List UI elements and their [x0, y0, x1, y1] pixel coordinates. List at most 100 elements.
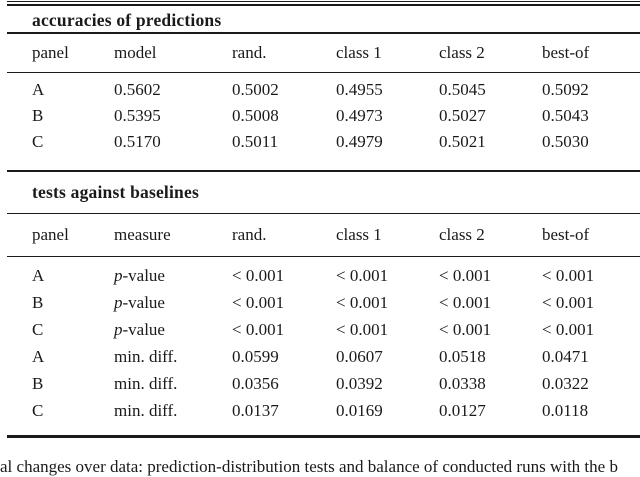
- class2-cell: 0.0518: [439, 347, 486, 366]
- table2-col-measure: measure: [114, 225, 171, 244]
- bestof-cell: 0.5030: [542, 132, 589, 151]
- measure-italic: p: [114, 266, 123, 285]
- section-title-tests: tests against baselines: [32, 181, 199, 202]
- rand-cell: 0.5008: [232, 106, 279, 125]
- measure-cell: min. diff.: [114, 343, 232, 370]
- model-cell: 0.5395: [114, 106, 161, 125]
- class2-cell: 0.5045: [439, 80, 486, 99]
- rule-between-tables: [7, 170, 640, 172]
- class2-cell: 0.5021: [439, 132, 486, 151]
- measure-cell: min. diff.: [114, 370, 232, 397]
- class2-cell: < 0.001: [439, 266, 492, 285]
- bestof-cell: < 0.001: [542, 266, 595, 285]
- rule-below-section1: [7, 32, 640, 34]
- rule-below-section2: [7, 212, 640, 214]
- rule-below-table2-header: [7, 255, 640, 257]
- table1-col-class1: class 1: [336, 42, 382, 62]
- class1-cell: < 0.001: [336, 320, 389, 339]
- rand-cell: 0.5002: [232, 80, 279, 99]
- measure-rest: -value: [122, 293, 165, 312]
- panel-cell: B: [32, 374, 44, 393]
- table-row: A p-value < 0.001 < 0.001 < 0.001 < 0.00…: [7, 262, 640, 289]
- table1-col-model: model: [114, 42, 157, 62]
- model-cell: 0.5602: [114, 80, 161, 99]
- table1-col-class2: class 2: [439, 42, 485, 62]
- class1-cell: 0.4973: [336, 106, 383, 125]
- table-row: B min. diff. 0.0356 0.0392 0.0338 0.0322: [7, 370, 640, 397]
- panel-cell: A: [32, 347, 45, 366]
- top-rule-thin: [7, 1, 640, 2]
- rand-cell: < 0.001: [232, 293, 285, 312]
- rand-cell: 0.0356: [232, 374, 279, 393]
- table2-col-class1: class 1: [336, 225, 382, 244]
- table2-col-rand: rand.: [232, 225, 267, 244]
- class2-cell: < 0.001: [439, 293, 492, 312]
- rand-cell: 0.5011: [232, 132, 279, 151]
- table-row: C p-value < 0.001 < 0.001 < 0.001 < 0.00…: [7, 316, 640, 343]
- measure-cell: p-value: [114, 262, 232, 289]
- class1-cell: < 0.001: [336, 266, 389, 285]
- rule-below-table1-header: [7, 71, 640, 73]
- class2-cell: < 0.001: [439, 320, 492, 339]
- table1-col-rand: rand.: [232, 42, 267, 62]
- measure-rest: -value: [122, 320, 165, 339]
- class2-cell: 0.0338: [439, 374, 486, 393]
- model-cell: 0.5170: [114, 132, 161, 151]
- results-table: accuracies of predictions panel model ra…: [7, 0, 640, 438]
- class1-cell: 0.4979: [336, 132, 383, 151]
- bestof-cell: < 0.001: [542, 293, 595, 312]
- rand-cell: 0.0137: [232, 401, 279, 420]
- panel-cell: A: [32, 266, 45, 285]
- bestof-cell: 0.5043: [542, 106, 589, 125]
- panel-cell: A: [32, 80, 45, 99]
- table1-body: A 0.5602 0.5002 0.4955 0.5045 0.5092 B 0…: [7, 73, 640, 170]
- rand-cell: 0.0599: [232, 347, 279, 366]
- table-row: B 0.5395 0.5008 0.4973 0.5027 0.5043: [7, 103, 640, 129]
- panel-cell: C: [32, 132, 44, 151]
- class1-cell: 0.4955: [336, 80, 383, 99]
- table-row: C 0.5170 0.5011 0.4979 0.5021 0.5030: [7, 129, 640, 155]
- caption-fragment-cutoff: al changes over data: prediction-distrib…: [0, 457, 618, 476]
- measure-italic: p: [114, 320, 123, 339]
- panel-cell: B: [32, 106, 44, 125]
- class1-cell: < 0.001: [336, 293, 389, 312]
- bottom-rule: [7, 435, 640, 438]
- panel-cell: C: [32, 401, 44, 420]
- rand-cell: < 0.001: [232, 266, 285, 285]
- table-row: B p-value < 0.001 < 0.001 < 0.001 < 0.00…: [7, 289, 640, 316]
- table-row: A min. diff. 0.0599 0.0607 0.0518 0.0471: [7, 343, 640, 370]
- class1-cell: 0.0607: [336, 347, 383, 366]
- table1-col-bestof: best-of: [542, 42, 590, 62]
- panel-cell: C: [32, 320, 44, 339]
- table-row: C min. diff. 0.0137 0.0169 0.0127 0.0118: [7, 397, 640, 424]
- table2-header-row: panel measure rand. class 1 class 2 best…: [7, 214, 640, 256]
- measure-cell: min. diff.: [114, 397, 232, 424]
- table2-body: A p-value < 0.001 < 0.001 < 0.001 < 0.00…: [7, 257, 640, 435]
- measure-rest: min. diff.: [114, 347, 178, 366]
- table-row: A 0.5602 0.5002 0.4955 0.5045 0.5092: [7, 77, 640, 103]
- measure-rest: min. diff.: [114, 374, 178, 393]
- class1-cell: 0.0169: [336, 401, 383, 420]
- bestof-cell: 0.5092: [542, 80, 589, 99]
- class1-cell: 0.0392: [336, 374, 383, 393]
- bestof-cell: 0.0118: [542, 401, 589, 420]
- table1-col-panel: panel: [32, 42, 69, 62]
- table2-col-bestof: best-of: [542, 225, 590, 244]
- rand-cell: < 0.001: [232, 320, 285, 339]
- measure-cell: p-value: [114, 316, 232, 343]
- bestof-cell: < 0.001: [542, 320, 595, 339]
- table2-col-class2: class 2: [439, 225, 485, 244]
- top-rule-thick: [7, 4, 640, 6]
- panel-cell: B: [32, 293, 44, 312]
- measure-italic: p: [114, 293, 123, 312]
- measure-cell: p-value: [114, 289, 232, 316]
- bestof-cell: 0.0471: [542, 347, 589, 366]
- class2-cell: 0.0127: [439, 401, 486, 420]
- class2-cell: 0.5027: [439, 106, 486, 125]
- measure-rest: -value: [122, 266, 165, 285]
- table2-col-panel: panel: [32, 225, 69, 244]
- section-title-accuracies: accuracies of predictions: [32, 10, 222, 30]
- table1-header-row: panel model rand. class 1 class 2 best-o…: [7, 34, 640, 72]
- measure-rest: min. diff.: [114, 401, 178, 420]
